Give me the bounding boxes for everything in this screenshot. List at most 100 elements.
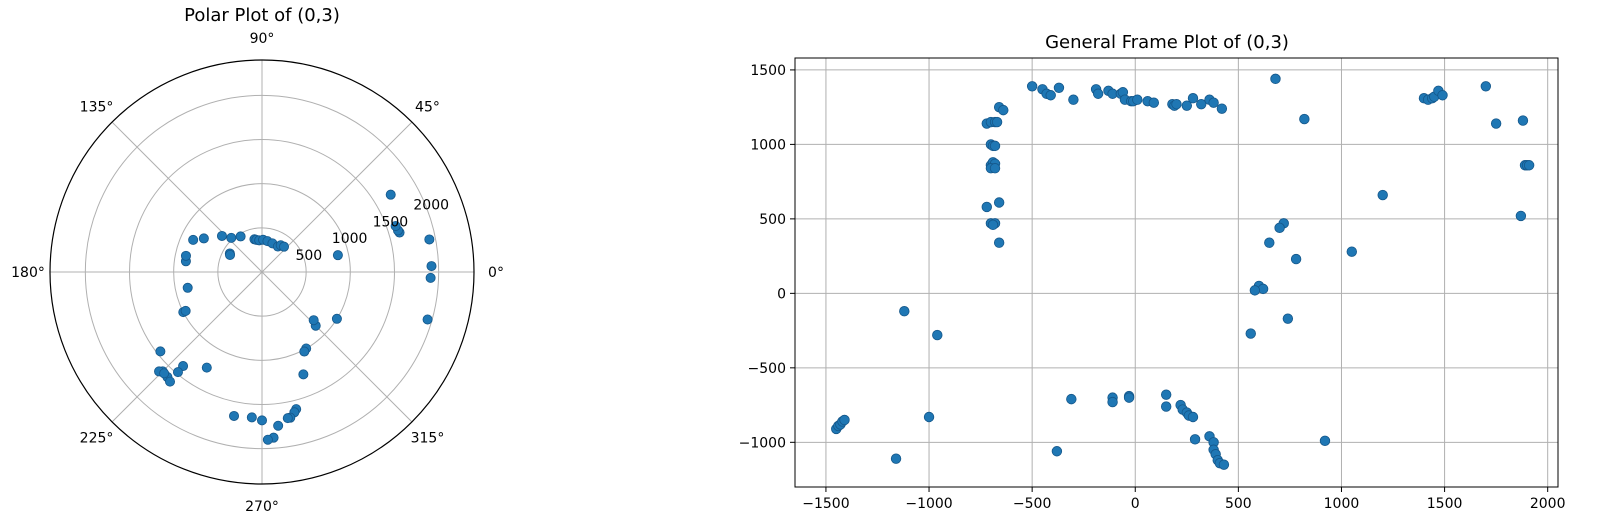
frame-point: [1196, 98, 1207, 110]
frame-point: [1187, 93, 1199, 104]
polar-point: [298, 369, 309, 380]
frame-point: [932, 329, 943, 341]
polar-point: [262, 434, 273, 445]
frame-point: [1346, 246, 1357, 257]
frame-x-tick-label: 2000: [1530, 496, 1566, 512]
frame-point: [1092, 88, 1104, 99]
frame-point: [989, 140, 1001, 152]
frame-point: [1270, 73, 1281, 85]
polar-point: [279, 241, 290, 252]
frame-y-tick-label: −1000: [739, 435, 786, 451]
polar-point: [216, 230, 227, 241]
frame-point: [1187, 411, 1199, 423]
frame-point: [998, 104, 1009, 116]
polar-theta-tick-label: 45°: [415, 100, 440, 116]
frame-point: [1189, 434, 1201, 445]
polar-r-tick-label: 1500: [373, 214, 409, 230]
frame-point: [1160, 401, 1172, 412]
polar-theta-tick-label: 180°: [11, 265, 45, 281]
frame-grid: [795, 58, 1558, 487]
polar-point: [165, 376, 176, 387]
polar-point: [282, 413, 293, 424]
frame-point: [1249, 285, 1261, 296]
frame-point: [1123, 392, 1135, 403]
polar-theta-tick-label: 135°: [80, 100, 114, 116]
polar-point: [229, 410, 240, 421]
frame-point: [1299, 113, 1310, 125]
frame-point: [1181, 100, 1193, 111]
frame-point: [1319, 435, 1331, 447]
polar-theta-tick-label: 270°: [245, 499, 279, 515]
polar-point: [390, 220, 401, 231]
polar-points: [154, 189, 437, 445]
polar-point: [273, 420, 284, 431]
frame-y-tick-label: 1500: [750, 63, 786, 79]
frame-point: [839, 414, 850, 426]
frame-point: [1026, 81, 1038, 92]
polar-chart-title: Polar Plot of (0,3): [184, 5, 340, 26]
polar-point: [182, 282, 193, 293]
polar-point: [201, 362, 212, 373]
frame-point: [923, 411, 935, 423]
polar-point: [425, 272, 436, 283]
frame-point: [1264, 237, 1275, 248]
frame-point: [991, 116, 1003, 128]
polar-point: [235, 231, 246, 242]
frame-points: [831, 73, 1535, 470]
frame-x-tick-label: 1500: [1427, 496, 1463, 512]
frame-point: [1107, 396, 1118, 408]
frame-point: [1290, 253, 1302, 265]
polar-theta-tick-label: 315°: [411, 430, 445, 446]
frame-x-tick-label: 1000: [1324, 496, 1360, 512]
frame-point: [1051, 446, 1063, 457]
frame-x-tick-label: −1000: [905, 496, 952, 512]
frame-point: [987, 219, 999, 231]
frame-point: [1208, 97, 1219, 108]
frame-y-tick-label: 500: [759, 212, 786, 228]
polar-r-tick-label: 1000: [332, 231, 368, 247]
polar-theta-gridline: [111, 121, 263, 273]
frame-point: [1515, 210, 1527, 222]
polar-point: [422, 314, 433, 325]
polar-chart: Polar Plot of (0,3) 0° 45° 90° 135° 180° 225°…: [11, 5, 504, 515]
polar-point: [226, 232, 237, 243]
polar-point: [424, 234, 435, 245]
polar-point: [426, 261, 437, 272]
frame-point: [1171, 98, 1182, 110]
polar-point: [225, 249, 236, 260]
frame-point: [989, 163, 1001, 174]
frame-y-tick-label: 1000: [750, 137, 786, 153]
polar-point: [188, 234, 199, 245]
polar-point: [159, 368, 170, 379]
frame-point: [1517, 115, 1529, 126]
frame-point: [1218, 459, 1230, 470]
polar-theta-gridline: [111, 271, 263, 423]
frame-y-tick-label: 0: [777, 286, 786, 302]
frame-point: [899, 306, 910, 317]
frame-point: [993, 237, 1005, 248]
polar-point: [180, 250, 191, 261]
frame-point: [1245, 328, 1256, 339]
polar-theta-tick-label: 225°: [80, 430, 114, 446]
polar-grid: [49, 59, 475, 485]
frame-y-tick-label: −500: [748, 361, 786, 377]
frame-point: [1216, 103, 1228, 114]
polar-point: [198, 233, 209, 244]
frame-point: [1045, 90, 1056, 101]
polar-point: [308, 315, 319, 326]
frame-point: [1066, 393, 1077, 405]
frame-point: [1437, 90, 1448, 101]
frame-point: [1053, 82, 1065, 93]
polar-point: [256, 415, 267, 426]
polar-theta-tick-label: 0°: [488, 265, 504, 281]
frame-point: [993, 197, 1005, 208]
frame-x-tick-label: 0: [1131, 496, 1140, 512]
frame-point: [1480, 81, 1492, 92]
polar-r-tick-label: 500: [295, 248, 322, 264]
frame-chart: General Frame Plot of (0,3) −1500 −1000 −5…: [739, 32, 1566, 512]
polar-frame: [49, 59, 475, 485]
polar-tick-labels: 0° 45° 90° 135° 180° 225° 270° 315° 500 1000 15002…: [11, 31, 504, 515]
polar-point: [331, 313, 342, 324]
frame-point: [1377, 189, 1388, 201]
